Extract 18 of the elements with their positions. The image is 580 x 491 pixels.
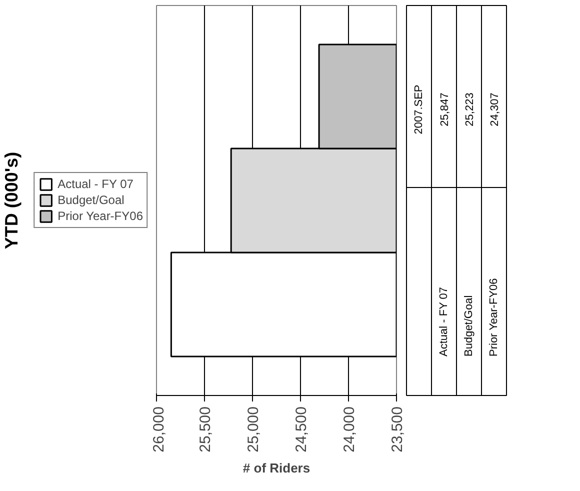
x-tick-label: 25,500 — [197, 406, 214, 452]
text: 25,223 — [464, 92, 476, 126]
text: Prior Year-FY06 — [488, 278, 500, 356]
x-tick-label: 25,000 — [245, 406, 262, 452]
legend-label: Budget/Goal — [58, 193, 124, 207]
text: 25,847 — [439, 92, 451, 126]
x-tick-label: 26,000 — [150, 406, 168, 452]
text: 24,307 — [489, 92, 501, 126]
x-axis-title: # of Riders — [242, 460, 310, 476]
x-tick-label: 24,000 — [341, 406, 358, 452]
y-tick-label: 2007.SEP — [413, 84, 425, 134]
legend-label: Prior Year-FY06 — [58, 209, 143, 223]
legend-label: Actual - FY 07 — [58, 177, 134, 191]
x-tick-label: 23,500 — [389, 406, 406, 452]
text: Budget/Goal — [463, 295, 475, 356]
text: YTD (000's) — [2, 152, 22, 250]
text: Actual - FY 07 — [438, 287, 450, 356]
x-tick-label: 24,500 — [293, 406, 310, 452]
